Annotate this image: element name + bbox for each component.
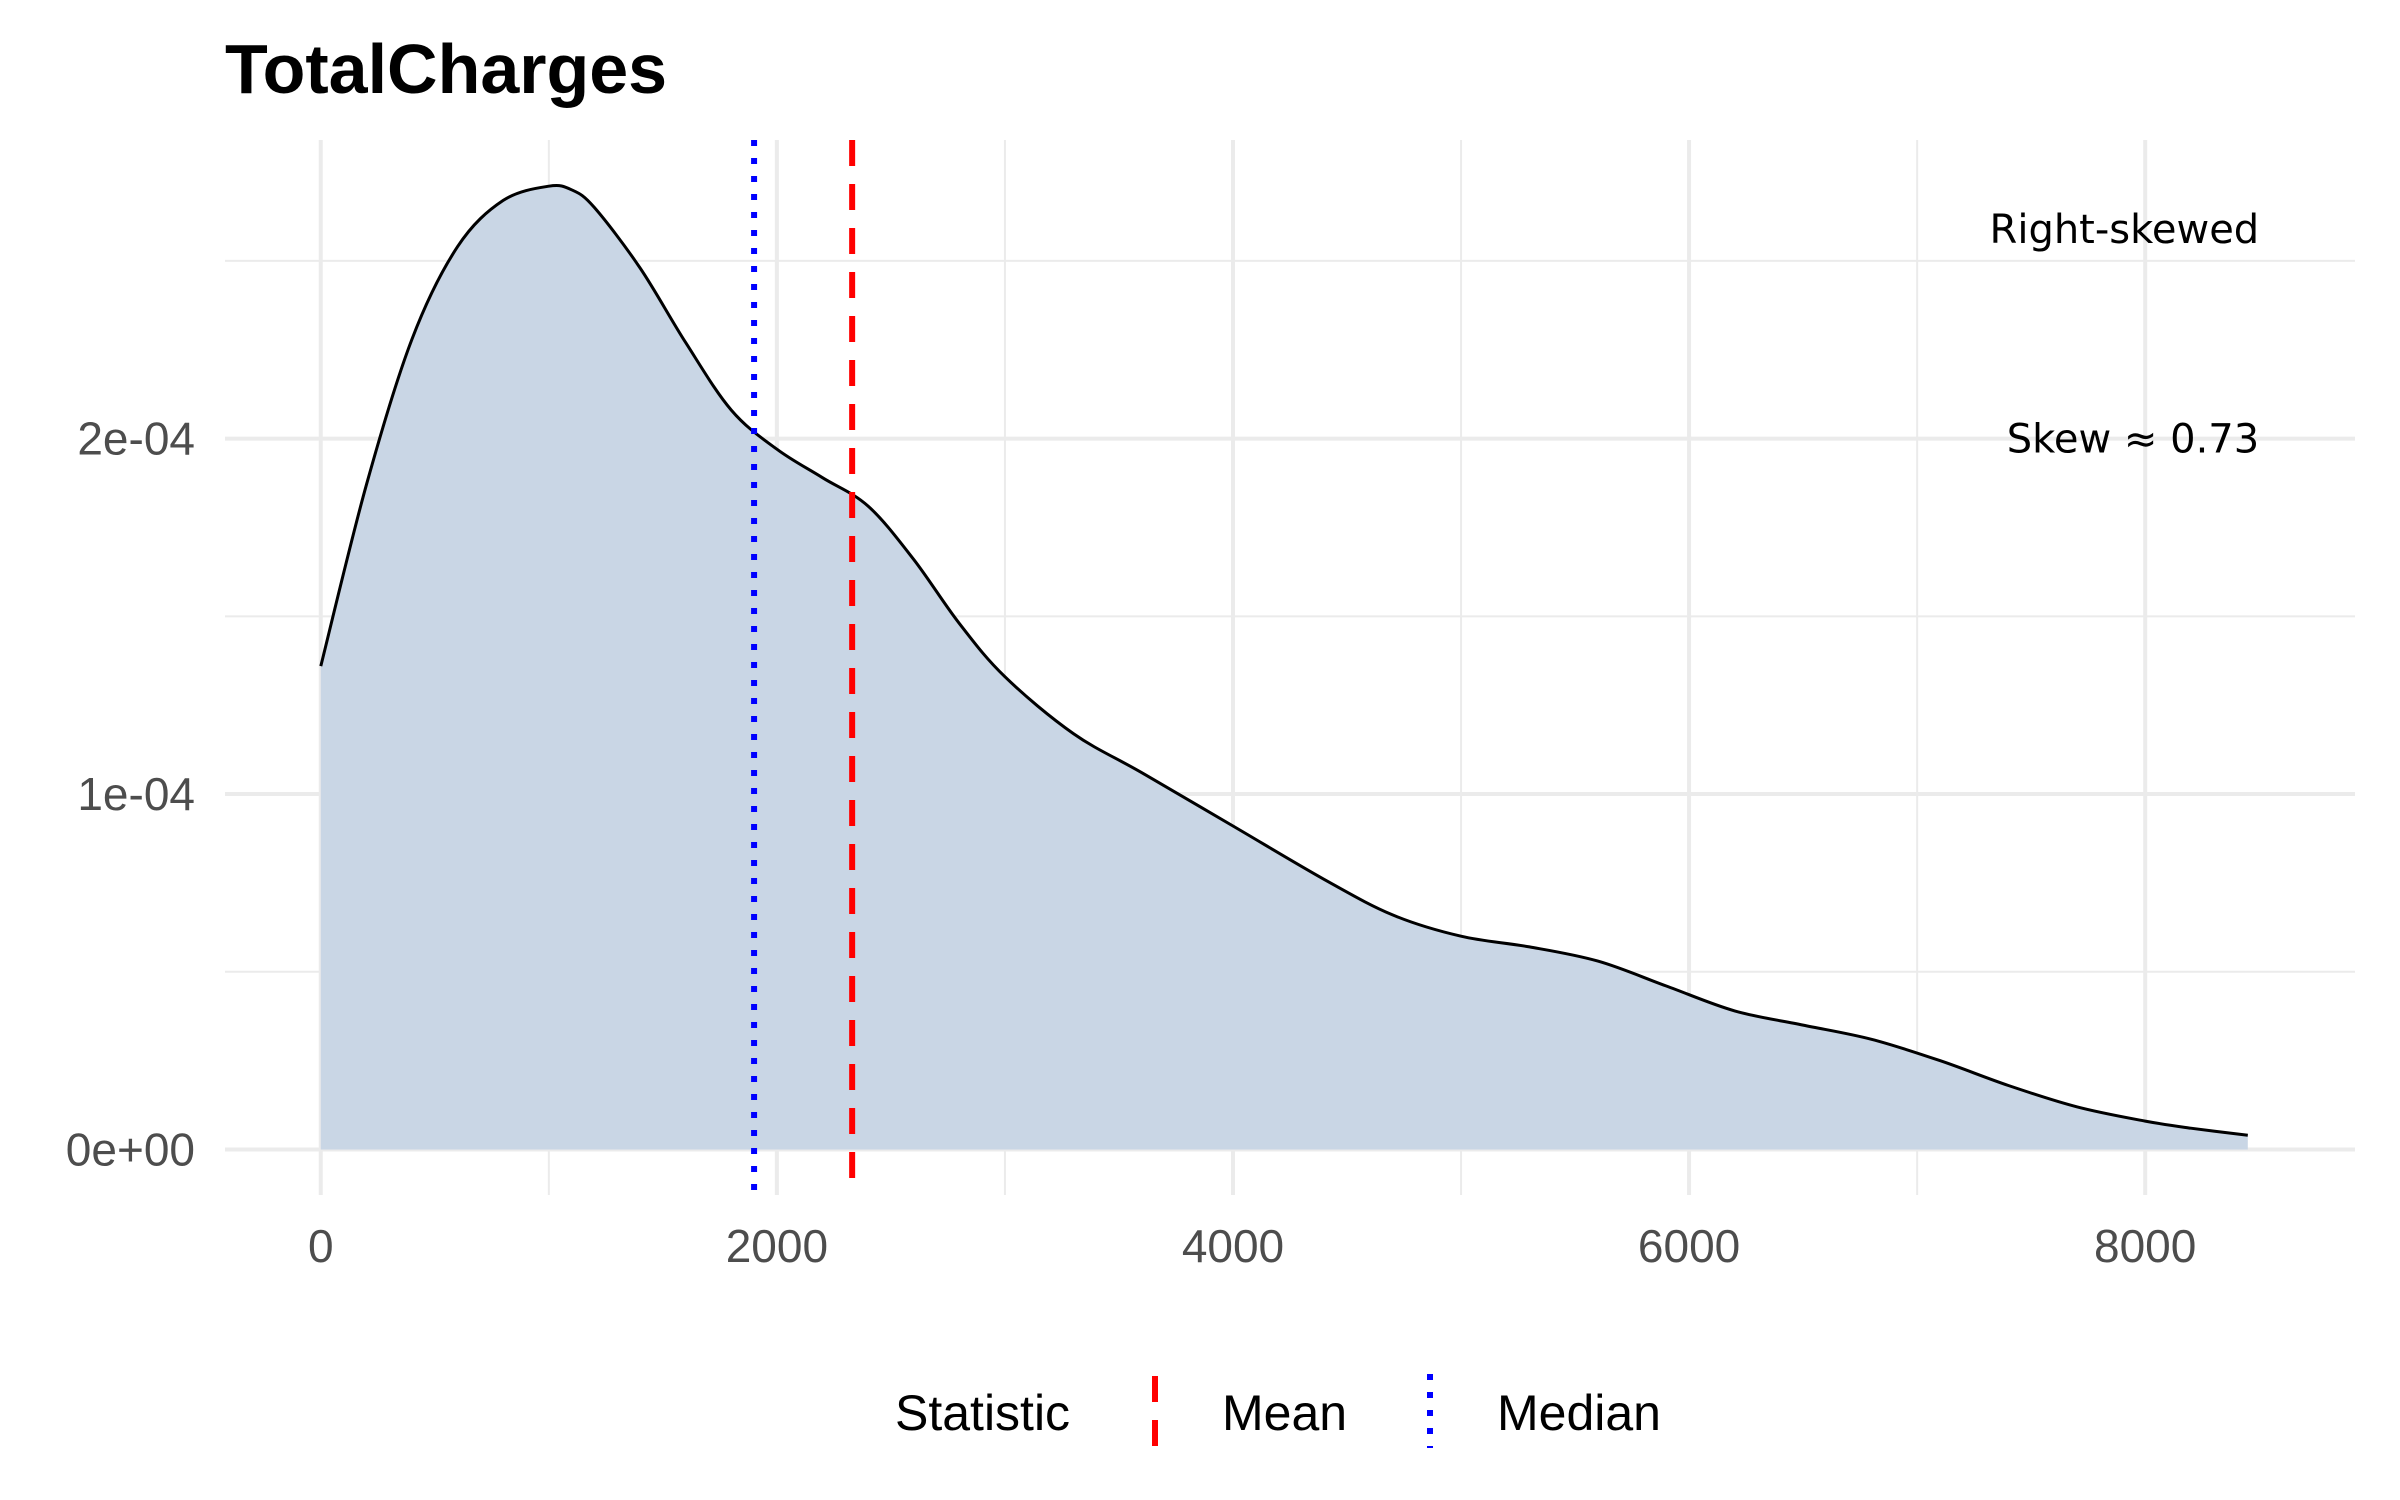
y-tick-label: 0e+00 [66, 1124, 195, 1176]
x-tick-label: 6000 [1638, 1220, 1740, 1272]
legend-label-mean: Mean [1222, 1385, 1347, 1441]
legend-title: Statistic [895, 1385, 1070, 1441]
y-axis-tick-labels: 0e+00 1e-04 2e-04 [66, 413, 195, 1176]
y-tick-label: 2e-04 [77, 413, 195, 465]
density-area [320, 185, 2248, 1150]
x-tick-label: 2000 [726, 1220, 828, 1272]
x-tick-label: 0 [308, 1220, 334, 1272]
chart-title: TotalCharges [225, 30, 667, 108]
legend-label-median: Median [1497, 1385, 1661, 1441]
annotation-label: Skew ≈ 0.73 [2007, 417, 2259, 463]
x-tick-label: 4000 [1182, 1220, 1284, 1272]
plot-panel [225, 140, 2355, 1195]
annotations: Right-skewed Skew ≈ 0.73 [1990, 207, 2260, 463]
x-tick-label: 8000 [2094, 1220, 2196, 1272]
density-curve [319, 183, 2248, 1137]
y-tick-label: 1e-04 [77, 768, 195, 820]
x-axis-tick-labels: 0 2000 4000 6000 8000 [308, 1220, 2196, 1272]
legend: Statistic Mean Median [895, 1374, 1661, 1448]
annotation-label: Right-skewed [1990, 207, 2260, 253]
